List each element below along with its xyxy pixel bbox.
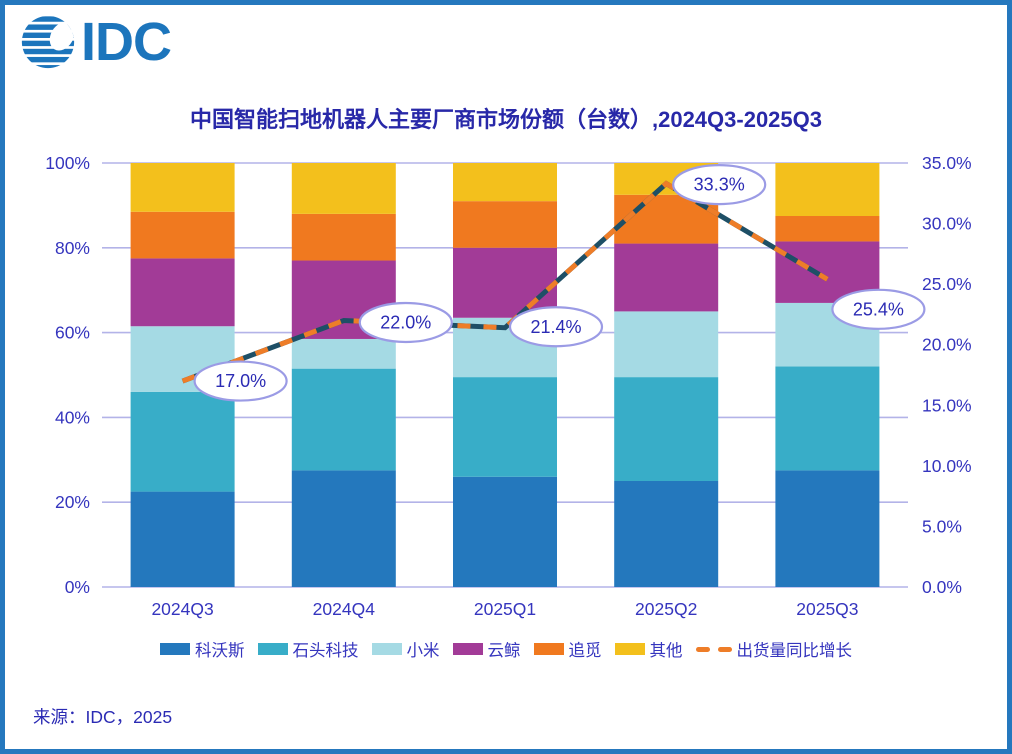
chart-title: 中国智能扫地机器人主要厂商市场份额（台数）,2024Q3-2025Q3 [189,107,823,132]
legend-item-0: 科沃斯 [160,637,245,661]
stacked-bar-line-chart: 0% 20% 40% 60% 80% 100% 0.0% 5.0% 10.0% 15.0% 20.0… [45,153,972,619]
legend-item-label: 追觅 [568,642,602,660]
idc-logo: IDC [20,12,172,72]
data-label-ellipse [672,163,767,206]
axis-tick-label: 0% [65,577,90,597]
axis-tick-label: 5.0% [922,516,962,536]
data-label-ellipse [831,288,926,330]
growth-line-dashes [181,180,829,384]
axis-tick-label: 22.0% [380,312,431,332]
legend-item-label: 小米 [406,642,440,660]
axis-tick-label: 2025Q1 [474,599,536,619]
bar-segment [775,163,880,216]
bar-segment [291,470,396,587]
axis-tick-label: 80% [55,238,90,258]
legend-swatch-icon [614,643,645,655]
axis-tick-label: 17.0% [215,371,266,391]
bar-segment [775,366,880,471]
bar-segment [291,368,396,471]
legend-item-5: 其他 [614,637,683,661]
legend-item-1: 石头科技 [257,637,359,661]
bar-segment [291,163,396,214]
legend-item-label: 云鲸 [487,642,521,660]
axis-tick-label: 21.4% [530,317,581,337]
axis-tick-label: 20.0% [922,335,972,355]
legend-swatch-icon [533,643,564,655]
bar-segment [453,476,557,587]
legend-swatch-icon [371,643,402,655]
bar-segment [130,163,235,212]
axis-tick-label: 30.0% [922,214,972,234]
axis-tick-label: 0.0% [922,577,962,597]
axis-tick-label: 2025Q2 [635,599,697,619]
bar-segment [614,481,719,587]
bar-segment [614,311,719,378]
idc-globe-icon [21,16,75,69]
axis-tick-label: 25.4% [853,299,904,319]
legend-item-label: 其他 [649,642,683,660]
data-label-ellipse [508,306,604,348]
axis-tick-label: 25.0% [922,274,972,294]
bar-segment [775,216,880,242]
bar-segment [130,258,235,327]
axis-tick-label: 60% [55,323,90,343]
axis-tick-label: 10.0% [922,456,972,476]
bar-segment [453,163,557,202]
bar-segment [130,211,235,259]
legend-item-2: 小米 [371,637,440,661]
legend-item-3: 云鲸 [452,637,521,661]
legend-swatch-icon [452,643,483,655]
legend-swatch-icon [257,643,288,655]
axis-tick-label: 33.3% [694,175,745,195]
bar-segment [614,377,719,481]
legend-item-label: 石头科技 [292,642,359,660]
axis-tick-label: 100% [45,153,90,173]
legend-swatch-icon [160,643,190,655]
bar-segment [291,213,396,261]
axis-tick-label: 15.0% [922,395,972,415]
bar-segment [130,391,235,492]
bar-segment [130,491,235,587]
bar-segment [453,377,557,477]
bar-segment [453,201,557,248]
data-label-ellipse [358,301,453,344]
legend-item-4: 追觅 [533,637,602,661]
bar-segment [775,470,880,587]
chart-legend: 科沃斯 石头科技 小米 云鲸 追觅 其他 出货量同比增长 [5,637,1007,661]
axis-tick-label: 20% [55,492,90,512]
data-label-ellipse [193,360,288,402]
legend-item-label: 科沃斯 [195,642,245,660]
legend-item-label: 出货量同比增长 [736,642,853,660]
bar-segment [453,247,557,318]
axis-tick-label: 40% [55,407,90,427]
axis-tick-label: 2024Q4 [313,599,376,619]
bar-segment [614,243,719,312]
axis-tick-label: 2024Q3 [151,599,213,619]
bar-segment [291,338,396,369]
legend-item-6: 出货量同比增长 [695,637,853,661]
axis-tick-label: 35.0% [922,153,972,173]
axis-tick-label: 2025Q3 [796,599,858,619]
legend-dash-line-icon [695,646,732,652]
idc-logo-text: IDC [81,12,172,72]
source-note: 来源：IDC，2025 [33,707,173,727]
